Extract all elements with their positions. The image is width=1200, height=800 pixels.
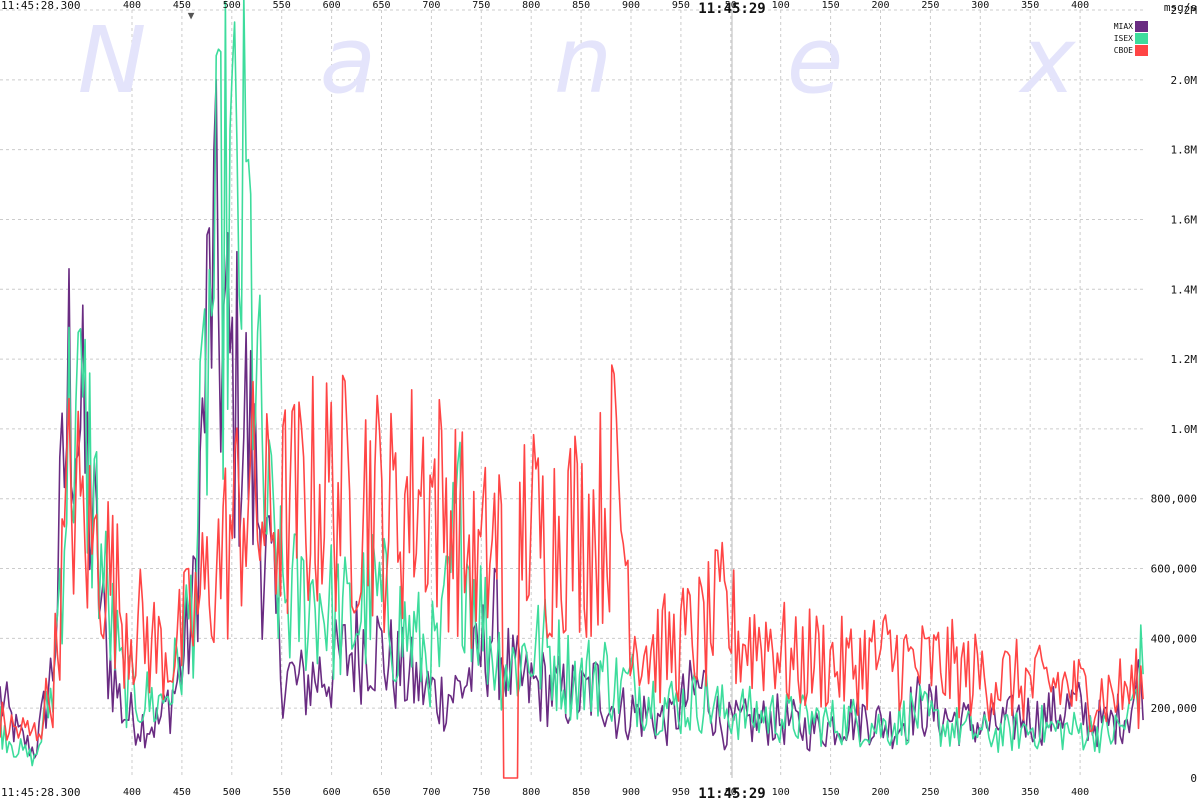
y-tick-label: 800,000 — [1151, 493, 1197, 506]
x-tick-label-bottom: 950 — [672, 787, 690, 798]
legend-swatch — [1135, 45, 1148, 56]
series-line-cboe — [0, 364, 1144, 779]
x-tick-label-top: 400 — [123, 0, 141, 11]
x-tick-label-bottom: 550 — [273, 787, 291, 798]
x-tick-label-top: 600 — [323, 0, 341, 11]
series-layer — [0, 0, 1144, 779]
x-tick-label-top: 800 — [522, 0, 540, 11]
y-unit-label: msg/s — [1164, 1, 1197, 14]
x-tick-label-top: 650 — [372, 0, 390, 11]
y-tick-label: 2.2M — [1171, 4, 1198, 17]
watermark-letter: e — [787, 7, 844, 114]
x-tick-label-top: 550 — [273, 0, 291, 11]
legend-label: MIAX — [1114, 22, 1133, 31]
x-tick-label-top: 150 — [822, 0, 840, 11]
x-tick-label-bottom: 650 — [372, 787, 390, 798]
x-tick-label-bottom: 150 — [822, 787, 840, 798]
legend-swatch — [1135, 21, 1148, 32]
x-tick-label-bottom: 850 — [572, 787, 590, 798]
x-tick-label-top: 950 — [672, 0, 690, 11]
x-tick-label-top: 50 — [725, 0, 737, 11]
y-tick-label: 0 — [1190, 772, 1197, 785]
x-tick-label-bottom: 450 — [173, 787, 191, 798]
mid-time-label-bottom: 11:45:29 — [698, 786, 765, 800]
y-tick-label: 400,000 — [1151, 632, 1197, 645]
series-line-isex — [0, 0, 1144, 767]
x-tick-label-bottom: 400 — [123, 787, 141, 798]
x-tick-label-top: 700 — [422, 0, 440, 11]
y-tick-label: 1.0M — [1171, 423, 1198, 436]
x-tick-label-bottom: 600 — [323, 787, 341, 798]
x-tick-label-bottom: 400 — [1071, 787, 1089, 798]
y-tick-label: 200,000 — [1151, 702, 1197, 715]
x-tick-label-bottom: 350 — [1021, 787, 1039, 798]
y-tick-label: 600,000 — [1151, 563, 1197, 576]
x-tick-label-bottom: 700 — [422, 787, 440, 798]
y-tick-label: 1.6M — [1171, 213, 1198, 226]
legend-label: ISEX — [1114, 34, 1133, 43]
x-tick-label-top: 850 — [572, 0, 590, 11]
x-tick-label-top: 200 — [871, 0, 889, 11]
x-tick-label-bottom: 250 — [921, 787, 939, 798]
mid-time-label-top: 11:45:29 — [698, 1, 765, 17]
x-tick-label-top: 250 — [921, 0, 939, 11]
legend: MIAX ISEX CBOE — [1114, 21, 1148, 56]
x-tick-label-bottom: 500 — [223, 787, 241, 798]
start-time-label-top: 11:45:28.300 — [1, 0, 80, 12]
y-tick-label: 1.8M — [1171, 144, 1198, 157]
x-tick-label-bottom: 300 — [971, 787, 989, 798]
x-tick-label-top: 400 — [1071, 0, 1089, 11]
watermark-letter: n — [554, 7, 612, 114]
x-tick-label-bottom: 900 — [622, 787, 640, 798]
x-tick-label-top: 300 — [971, 0, 989, 11]
x-tick-label-top: 350 — [1021, 0, 1039, 11]
series-line-miax — [0, 78, 1144, 759]
x-tick-label-bottom: 800 — [522, 787, 540, 798]
x-tick-label-top: 450 — [173, 0, 191, 11]
position-marker-icon: ▼ — [188, 9, 195, 22]
grid-lines — [0, 9, 1145, 778]
y-tick-label: 2.0M — [1171, 74, 1198, 87]
x-tick-label-top: 100 — [772, 0, 790, 11]
x-tick-label-bottom: 100 — [772, 787, 790, 798]
x-tick-label-top: 900 — [622, 0, 640, 11]
x-tick-label-top: 500 — [223, 0, 241, 11]
x-tick-label-bottom: 50 — [725, 787, 737, 798]
x-tick-label-bottom: 200 — [871, 787, 889, 798]
x-tick-label-top: 750 — [472, 0, 490, 11]
x-tick-label-bottom: 750 — [472, 787, 490, 798]
legend-label: CBOE — [1114, 46, 1133, 55]
watermark-letter: x — [1018, 7, 1077, 114]
y-tick-label: 1.2M — [1171, 353, 1198, 366]
y-tick-label: 1.4M — [1171, 283, 1198, 296]
watermark-letter: a — [320, 7, 376, 114]
watermark-letter: N — [78, 7, 147, 114]
legend-swatch — [1135, 33, 1148, 44]
start-time-label-bottom: 11:45:28.300 — [1, 786, 80, 799]
